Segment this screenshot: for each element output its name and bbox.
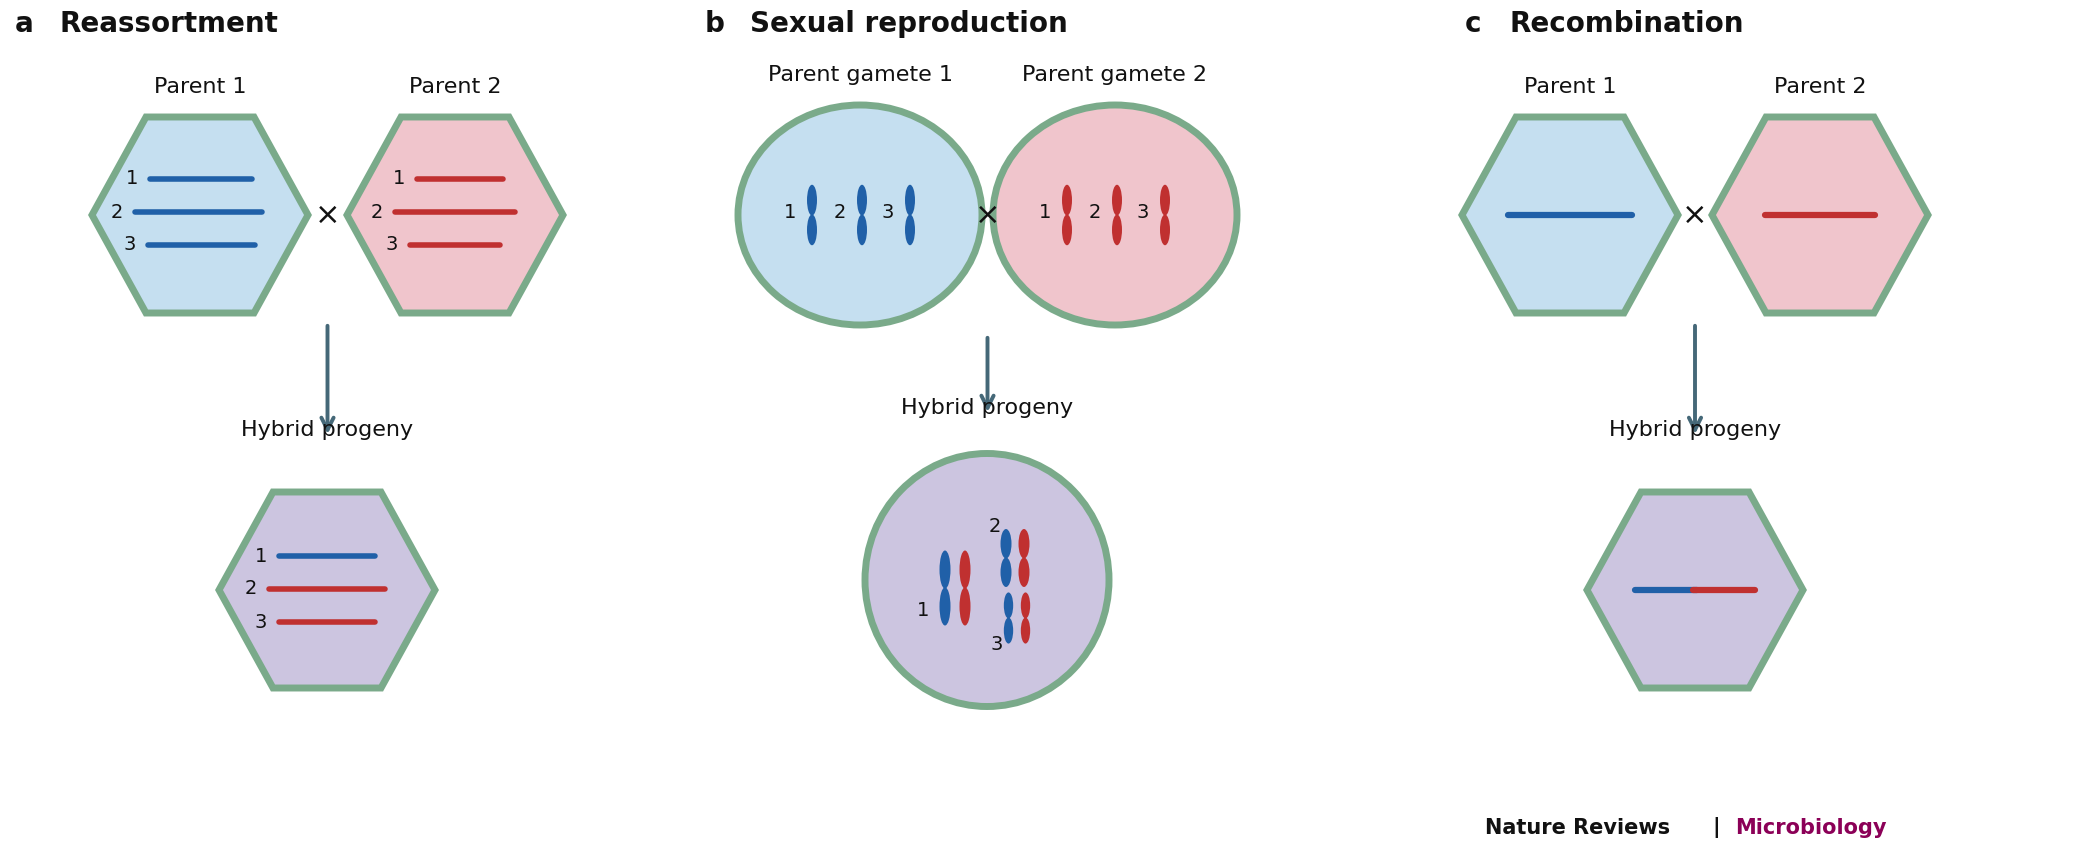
Text: Parent 2: Parent 2 [410, 77, 502, 97]
Ellipse shape [939, 587, 951, 625]
Ellipse shape [905, 214, 916, 245]
Text: 1: 1 [126, 169, 139, 188]
Text: Microbiology: Microbiology [1735, 818, 1886, 838]
Text: 1: 1 [1040, 204, 1050, 223]
Text: 3: 3 [254, 612, 267, 631]
Text: Parent gamete 2: Parent gamete 2 [1023, 65, 1207, 85]
Ellipse shape [960, 587, 970, 625]
Text: 2: 2 [111, 202, 124, 222]
Text: 2: 2 [1088, 204, 1100, 223]
Text: Hybrid progeny: Hybrid progeny [1609, 420, 1781, 440]
Polygon shape [1462, 117, 1678, 313]
Text: a: a [15, 10, 34, 38]
Ellipse shape [1021, 593, 1031, 618]
Text: Parent 1: Parent 1 [1525, 77, 1617, 97]
Text: 2: 2 [834, 204, 846, 223]
Text: ×: × [315, 200, 340, 230]
Ellipse shape [806, 185, 817, 216]
Text: Sexual reproduction: Sexual reproduction [750, 10, 1067, 38]
Text: 3: 3 [386, 236, 399, 255]
Ellipse shape [1113, 214, 1121, 245]
Text: Parent 2: Parent 2 [1774, 77, 1867, 97]
Ellipse shape [857, 185, 867, 216]
Ellipse shape [1063, 185, 1071, 216]
Text: ×: × [1682, 200, 1707, 230]
Ellipse shape [1004, 617, 1012, 643]
Ellipse shape [1004, 593, 1012, 618]
Polygon shape [1588, 492, 1804, 688]
Ellipse shape [737, 105, 983, 325]
Ellipse shape [905, 185, 916, 216]
Ellipse shape [865, 453, 1109, 707]
Text: Hybrid progeny: Hybrid progeny [242, 420, 414, 440]
Ellipse shape [1018, 529, 1029, 558]
Ellipse shape [857, 214, 867, 245]
Ellipse shape [960, 550, 970, 589]
Text: ×: × [974, 200, 1000, 230]
Text: 2: 2 [370, 202, 382, 222]
Ellipse shape [1159, 185, 1170, 216]
Text: Hybrid progeny: Hybrid progeny [901, 398, 1073, 418]
Text: |: | [1712, 818, 1720, 838]
Text: 1: 1 [918, 600, 928, 619]
Text: Parent 1: Parent 1 [153, 77, 246, 97]
Text: 3: 3 [882, 204, 895, 223]
Text: 1: 1 [393, 169, 405, 188]
Text: 1: 1 [783, 204, 796, 223]
Text: b: b [706, 10, 724, 38]
Polygon shape [346, 117, 563, 313]
Ellipse shape [939, 550, 951, 589]
Ellipse shape [806, 214, 817, 245]
Ellipse shape [1000, 529, 1012, 558]
Ellipse shape [1113, 185, 1121, 216]
Text: 3: 3 [124, 236, 136, 255]
Ellipse shape [1159, 214, 1170, 245]
Text: Parent gamete 1: Parent gamete 1 [766, 65, 953, 85]
Polygon shape [218, 492, 435, 688]
Ellipse shape [993, 105, 1237, 325]
Polygon shape [1712, 117, 1928, 313]
Text: 1: 1 [254, 546, 267, 566]
Text: 3: 3 [991, 635, 1004, 654]
Ellipse shape [1018, 557, 1029, 587]
Ellipse shape [1021, 617, 1031, 643]
Polygon shape [92, 117, 309, 313]
Text: Reassortment: Reassortment [61, 10, 279, 38]
Ellipse shape [1063, 214, 1071, 245]
Text: c: c [1466, 10, 1480, 38]
Text: Nature Reviews: Nature Reviews [1485, 818, 1670, 838]
Text: 2: 2 [244, 580, 256, 599]
Text: 2: 2 [989, 518, 1002, 537]
Ellipse shape [1000, 557, 1012, 587]
Text: 3: 3 [1136, 204, 1149, 223]
Text: Recombination: Recombination [1510, 10, 1745, 38]
